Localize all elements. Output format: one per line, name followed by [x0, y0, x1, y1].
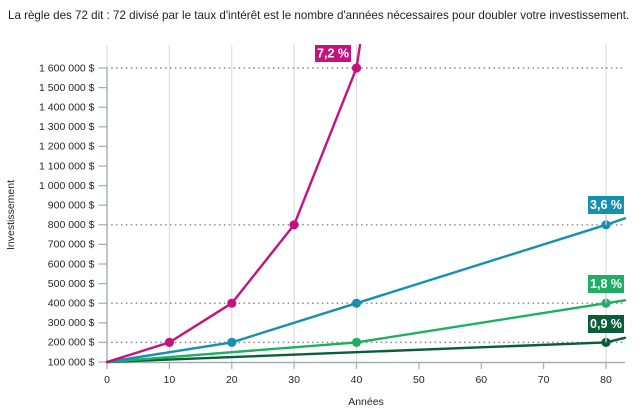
svg-text:800 000 $: 800 000 $ [48, 219, 95, 231]
svg-text:30: 30 [288, 374, 300, 386]
svg-text:1,8 %: 1,8 % [590, 277, 622, 291]
svg-text:3,6 %: 3,6 % [590, 198, 622, 212]
svg-text:200 000 $: 200 000 $ [48, 337, 95, 349]
svg-text:100 000 $: 100 000 $ [48, 356, 95, 368]
svg-text:0,9 %: 0,9 % [590, 317, 622, 331]
svg-text:900 000 $: 900 000 $ [48, 200, 95, 212]
svg-text:1 400 000 $: 1 400 000 $ [39, 102, 95, 114]
svg-text:500 000 $: 500 000 $ [48, 278, 95, 290]
svg-text:20: 20 [226, 374, 238, 386]
svg-text:1 100 000 $: 1 100 000 $ [39, 160, 95, 172]
svg-text:1 000 000 $: 1 000 000 $ [39, 180, 95, 192]
svg-text:300 000 $: 300 000 $ [48, 317, 95, 329]
svg-text:1 600 000 $: 1 600 000 $ [39, 62, 95, 74]
svg-text:10: 10 [164, 374, 176, 386]
svg-text:Investissement: Investissement [5, 180, 17, 250]
svg-text:1 500 000 $: 1 500 000 $ [39, 82, 95, 94]
svg-text:1 300 000 $: 1 300 000 $ [39, 121, 95, 133]
svg-text:Années: Années [348, 396, 384, 408]
svg-text:60: 60 [475, 374, 487, 386]
svg-text:0: 0 [104, 374, 110, 386]
svg-text:80: 80 [600, 374, 612, 386]
svg-text:1 200 000 $: 1 200 000 $ [39, 141, 95, 153]
svg-text:600 000 $: 600 000 $ [48, 258, 95, 270]
svg-text:50: 50 [413, 374, 425, 386]
svg-text:7,2 %: 7,2 % [317, 47, 349, 61]
svg-text:40: 40 [351, 374, 363, 386]
svg-text:400 000 $: 400 000 $ [48, 298, 95, 310]
svg-text:700 000 $: 700 000 $ [48, 239, 95, 251]
svg-text:70: 70 [538, 374, 550, 386]
